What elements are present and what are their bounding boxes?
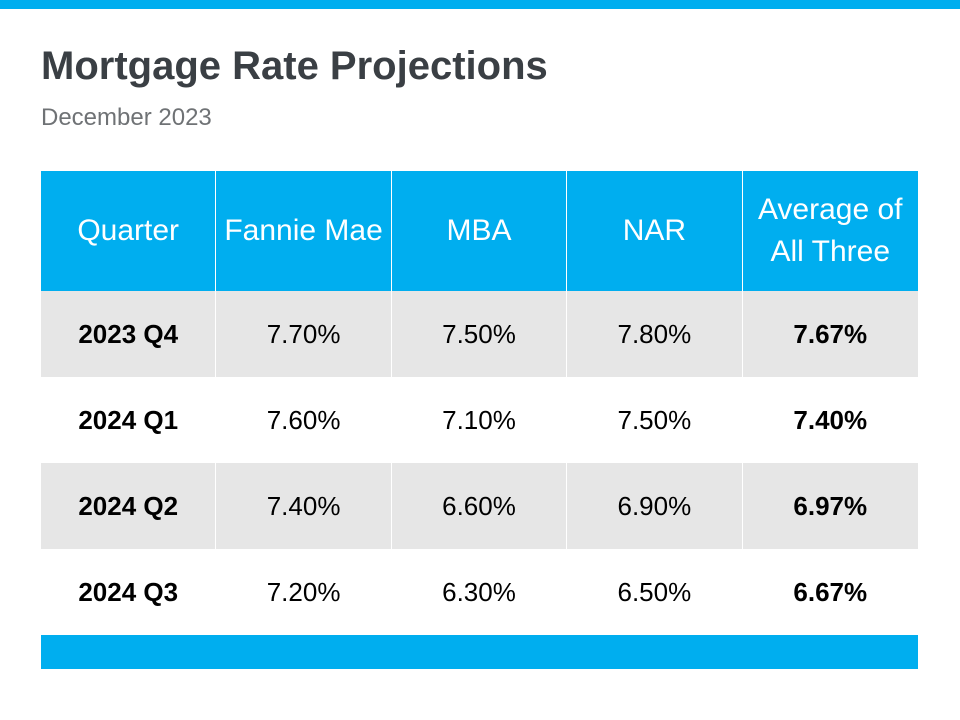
header-mba: MBA xyxy=(392,171,568,291)
mba-cell: 7.50% xyxy=(392,291,568,377)
header-fannie-mae: Fannie Mae xyxy=(216,171,392,291)
average-cell: 6.97% xyxy=(793,490,868,521)
table-row: 2024 Q3 7.20% 6.30% 6.50% 6.67% xyxy=(41,549,918,635)
fannie-mae-cell: 7.70% xyxy=(216,291,392,377)
projections-table: Quarter Fannie Mae MBA NAR Average of Al… xyxy=(41,171,918,669)
header-nar: NAR xyxy=(567,171,743,291)
header-quarter: Quarter xyxy=(41,171,217,291)
table-footer-bar xyxy=(41,635,918,669)
nar-cell: 6.50% xyxy=(567,549,743,635)
row-quarter-cell: 2024 Q2 xyxy=(41,463,217,549)
nar-cell: 7.80% xyxy=(567,291,743,377)
average-cell: 6.67% xyxy=(793,576,868,607)
top-accent-bar xyxy=(0,0,960,9)
fannie-mae-cell: 7.40% xyxy=(216,463,392,549)
page-subtitle: December 2023 xyxy=(41,104,212,131)
table-row: 2023 Q4 7.70% 7.50% 7.80% 7.67% xyxy=(41,291,918,377)
mba-cell: 7.10% xyxy=(392,377,568,463)
nar-cell: 7.50% xyxy=(567,377,743,463)
average-cell: 7.40% xyxy=(793,404,868,435)
fannie-mae-cell: 7.20% xyxy=(216,549,392,635)
row-quarter-cell: 2023 Q4 xyxy=(41,291,217,377)
mba-cell: 6.60% xyxy=(392,463,568,549)
row-quarter-cell: 2024 Q3 xyxy=(41,549,217,635)
average-cell: 7.67% xyxy=(793,318,868,349)
mba-cell: 6.30% xyxy=(392,549,568,635)
nar-cell: 6.90% xyxy=(567,463,743,549)
row-quarter-cell: 2024 Q1 xyxy=(41,377,217,463)
table-header-row: Quarter Fannie Mae MBA NAR Average of Al… xyxy=(41,171,918,291)
table-row: 2024 Q2 7.40% 6.60% 6.90% 6.97% xyxy=(41,463,918,549)
table-row: 2024 Q1 7.60% 7.10% 7.50% 7.40% xyxy=(41,377,918,463)
fannie-mae-cell: 7.60% xyxy=(216,377,392,463)
header-average: Average of All Three xyxy=(757,193,903,268)
page-title: Mortgage Rate Projections xyxy=(41,44,548,88)
